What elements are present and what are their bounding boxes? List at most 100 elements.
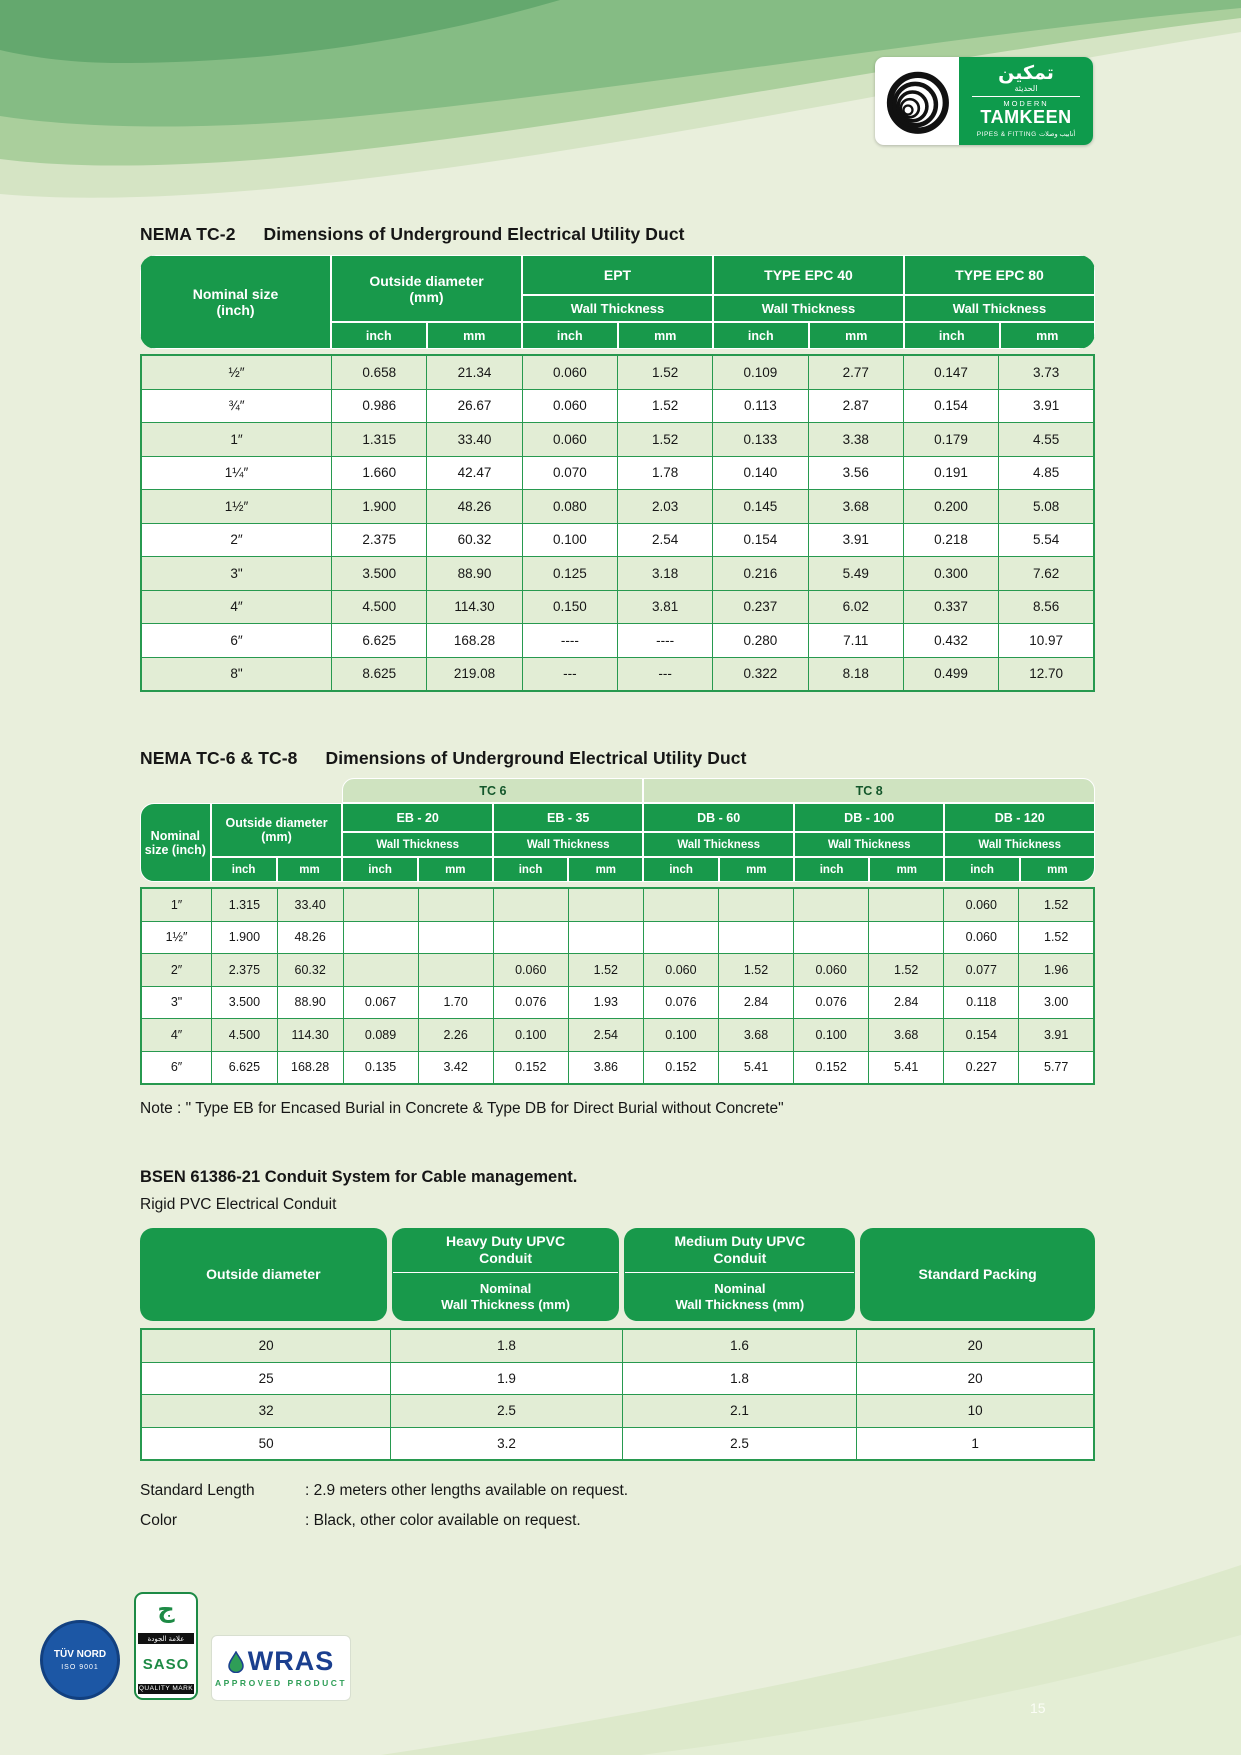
table-cell: 0.089	[342, 1018, 419, 1052]
water-drop-icon	[227, 1650, 244, 1673]
tc2-table: Nominal size (inch) Outside diameter (mm) …	[140, 255, 1095, 692]
table-cell: 2.375	[211, 953, 278, 987]
table-row: ¾″ 0.986 26.67 0.060 1.52 0.113 2.87 0.154 3.91	[140, 388, 1095, 423]
table-cell: 12.70	[998, 656, 1095, 692]
bsen-table: Outside diameter Heavy Duty UPVC Conduit …	[140, 1228, 1095, 1461]
table-cell: 60.32	[426, 522, 523, 557]
table-cell: 0.100	[492, 1018, 569, 1052]
unit-mm: mm	[276, 857, 343, 882]
table-cell: 3.68	[717, 1018, 795, 1052]
table-cell: 0.152	[793, 1050, 870, 1085]
table-row: 6″ 6.625 168.28 ---- ---- 0.280 7.11 0.432 10.97	[140, 623, 1095, 658]
unit-inch: inch	[904, 322, 1000, 349]
table-cell: 0.280	[712, 623, 809, 658]
table-cell: 2.84	[868, 985, 945, 1019]
table-cell: 1½″	[140, 489, 333, 524]
note-text: Note : " Type EB for Encased Burial in C…	[140, 1100, 784, 1117]
table-cell: 0.125	[521, 556, 618, 591]
table-cell: 0.152	[492, 1050, 569, 1085]
unit-mm: mm	[999, 322, 1095, 349]
table-cell: 0.658	[331, 354, 428, 390]
table-cell: 0.147	[902, 354, 1000, 390]
table-cell: 4″	[140, 589, 333, 624]
table-cell: 3.42	[417, 1050, 494, 1085]
table-cell: 5.54	[998, 522, 1095, 557]
table-cell: 0.432	[902, 623, 1000, 658]
table-cell: 48.26	[276, 920, 344, 954]
table-cell: 0.060	[943, 920, 1020, 954]
table-cell: 0.060	[943, 887, 1020, 922]
tc2-group-epc40: TYPE EPC 40	[713, 255, 904, 295]
tc68-title-text: Dimensions of Underground Electrical Uti…	[325, 748, 747, 768]
table-cell: 0.140	[712, 455, 809, 490]
unit-mm: mm	[426, 322, 522, 349]
table-cell: 6.625	[331, 623, 428, 658]
table-cell: 8.18	[807, 656, 904, 692]
table-cell: 1.78	[616, 455, 714, 490]
table-cell: 20	[856, 1361, 1095, 1395]
table-cell: ----	[616, 623, 714, 658]
table-cell: 2.5	[390, 1394, 623, 1428]
table-cell: 1.52	[616, 422, 714, 457]
table-cell	[793, 887, 870, 922]
standard-length-line: Standard Length : 2.9 meters other lengt…	[140, 1482, 940, 1500]
tc68-col-nominal: Nominal size (inch)	[140, 803, 211, 882]
bsen-body: 20 1.8 1.6 20 25 1.9 1.8 20 32 2.5 2.1 10 50 3.2 2.5 1	[140, 1328, 1095, 1461]
tuv-nord-logo: TÜV NORD ISO 9001	[40, 1620, 120, 1700]
table-row: 1″ 1.315 33.40 0.060 1.52	[140, 887, 1095, 922]
tc2-wall-thickness: Wall Thickness	[713, 295, 904, 322]
table-cell: ---	[616, 656, 714, 692]
table-cell: 0.135	[342, 1050, 419, 1085]
unit-inch: inch	[944, 857, 1020, 882]
table-cell: 0.154	[712, 522, 809, 557]
table-cell: 3"	[140, 556, 333, 591]
table-cell: 1	[856, 1426, 1095, 1461]
table-cell: 0.060	[521, 422, 618, 457]
tc68-title: NEMA TC-6 & TC-8 Dimensions of Undergroun…	[140, 748, 747, 769]
brand-panel: تمكين الحديثة MODERN TAMKEEN PIPES & FIT…	[959, 57, 1093, 145]
table-row: 2″ 2.375 60.32 0.060 1.52 0.060 1.52 0.060 1.52 0…	[140, 953, 1095, 987]
table-cell: 6″	[140, 623, 333, 658]
table-cell: 0.060	[642, 953, 719, 987]
table-cell	[868, 920, 945, 954]
certification-logos: TÜV NORD ISO 9001 ج علامة الجودة SASO QU…	[40, 1592, 350, 1700]
standard-length-value: : 2.9 meters other lengths available on …	[305, 1482, 629, 1499]
unit-inch: inch	[492, 857, 569, 882]
table-cell: 26.67	[426, 388, 523, 423]
table-cell: 0.154	[943, 1018, 1020, 1052]
table-cell: 0.191	[902, 455, 1000, 490]
table-cell	[717, 887, 795, 922]
table-cell: 2.54	[567, 1018, 644, 1052]
table-cell	[342, 920, 419, 954]
table-cell: 0.113	[712, 388, 809, 423]
table-cell: 3.68	[868, 1018, 945, 1052]
tc68-wall-thickness: Wall Thickness	[793, 832, 945, 857]
table-cell: 4.55	[998, 422, 1095, 457]
tc2-title-code: NEMA TC-2	[140, 224, 236, 244]
table-row: 6″ 6.625 168.28 0.135 3.42 0.152 3.86 0.152 5.41…	[140, 1050, 1095, 1085]
table-cell: 20	[856, 1328, 1095, 1363]
table-cell: 8"	[140, 656, 333, 692]
unit-inch: inch	[522, 322, 618, 349]
table-cell: 2.54	[616, 522, 714, 557]
table-cell: 21.34	[426, 354, 523, 390]
brand-divider	[972, 96, 1080, 98]
table-cell: 3"	[140, 985, 213, 1019]
bsen-col-medium-duty: Medium Duty UPVC Conduit Nominal Wall Thic…	[624, 1228, 856, 1321]
table-cell: 7.11	[807, 623, 904, 658]
table-row: 1½″ 1.900 48.26 0.060 1.52	[140, 920, 1095, 954]
table-cell	[492, 887, 569, 922]
table-cell: 0.076	[793, 985, 870, 1019]
divider	[392, 1272, 619, 1273]
bsen-subheading: Rigid PVC Electrical Conduit	[140, 1196, 337, 1213]
table-cell	[567, 887, 644, 922]
tc2-wall-thickness: Wall Thickness	[522, 295, 713, 322]
table-cell: 219.08	[426, 656, 523, 692]
tc68-group-eb20: EB - 20	[342, 803, 493, 832]
saso-name: SASO	[142, 1655, 190, 1673]
table-cell: 1.70	[417, 985, 494, 1019]
table-cell: 88.90	[276, 985, 344, 1019]
divider	[625, 1272, 855, 1273]
bsen-col-outside-diameter: Outside diameter	[140, 1228, 387, 1321]
table-cell: 1.52	[1018, 887, 1095, 922]
